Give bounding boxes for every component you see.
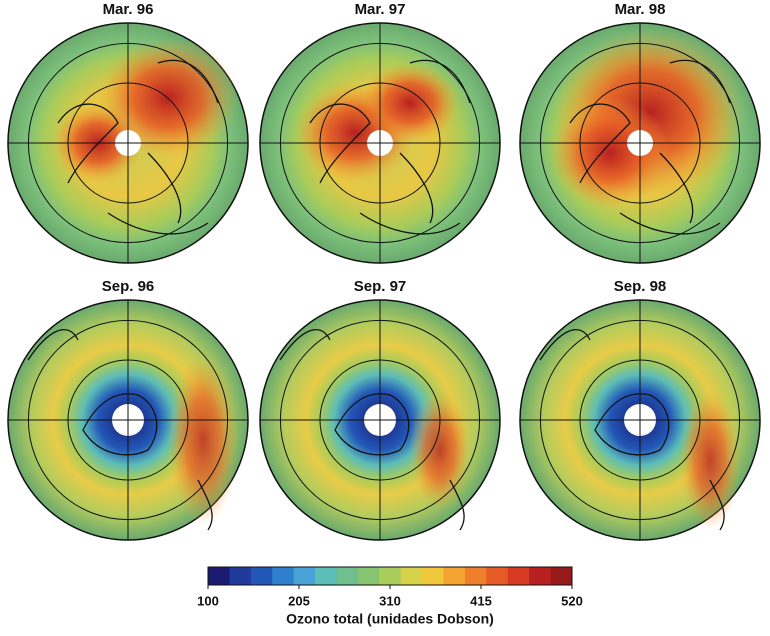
figure: Mar. 96 Mar. 97 Mar. 98 Sep. 96 Sep. 97 Sep. … bbox=[0, 0, 770, 631]
ozone-map: Mar. 96 bbox=[8, 1, 248, 263]
colorbar-step bbox=[272, 567, 294, 585]
colorbar-label: Ozono total (unidades Dobson) bbox=[286, 611, 494, 627]
colorbar-step bbox=[401, 567, 423, 585]
colorbar-tick-label: 310 bbox=[379, 593, 401, 608]
colorbar-step bbox=[208, 567, 230, 585]
map-title: Sep. 97 bbox=[354, 278, 407, 295]
colorbar-tick-label: 100 bbox=[197, 593, 219, 608]
map-title: Sep. 98 bbox=[614, 278, 667, 295]
ozone-map: Mar. 97 bbox=[260, 1, 500, 263]
colorbar-step bbox=[551, 567, 573, 585]
colorbar-step bbox=[315, 567, 337, 585]
colorbar-step bbox=[251, 567, 273, 585]
colorbar-step bbox=[486, 567, 508, 585]
colorbar-step bbox=[465, 567, 487, 585]
ozone-map: Sep. 98 bbox=[520, 278, 760, 540]
colorbar-step bbox=[336, 567, 358, 585]
colorbar-step bbox=[422, 567, 444, 585]
ozone-map: Sep. 97 bbox=[260, 278, 500, 540]
colorbar-step bbox=[358, 567, 380, 585]
ozone-map: Mar. 98 bbox=[520, 1, 760, 263]
colorbar-step bbox=[294, 567, 316, 585]
colorbar-step bbox=[379, 567, 401, 585]
map-title: Mar. 97 bbox=[355, 1, 406, 18]
ozone-high bbox=[168, 355, 238, 525]
map-title: Mar. 98 bbox=[615, 1, 666, 18]
ozone-high bbox=[550, 98, 670, 208]
colorbar-tick-label: 205 bbox=[288, 593, 310, 608]
colorbar-step bbox=[229, 567, 251, 585]
map-title: Sep. 96 bbox=[102, 278, 155, 295]
map-title: Mar. 96 bbox=[103, 1, 154, 18]
colorbar-tick-label: 520 bbox=[561, 593, 583, 608]
colorbar-tick-label: 415 bbox=[470, 593, 492, 608]
colorbar-step bbox=[444, 567, 466, 585]
colorbar-step bbox=[508, 567, 530, 585]
ozone-high bbox=[410, 390, 470, 510]
ozone-map: Sep. 96 bbox=[8, 278, 248, 540]
colorbar-step bbox=[529, 567, 551, 585]
